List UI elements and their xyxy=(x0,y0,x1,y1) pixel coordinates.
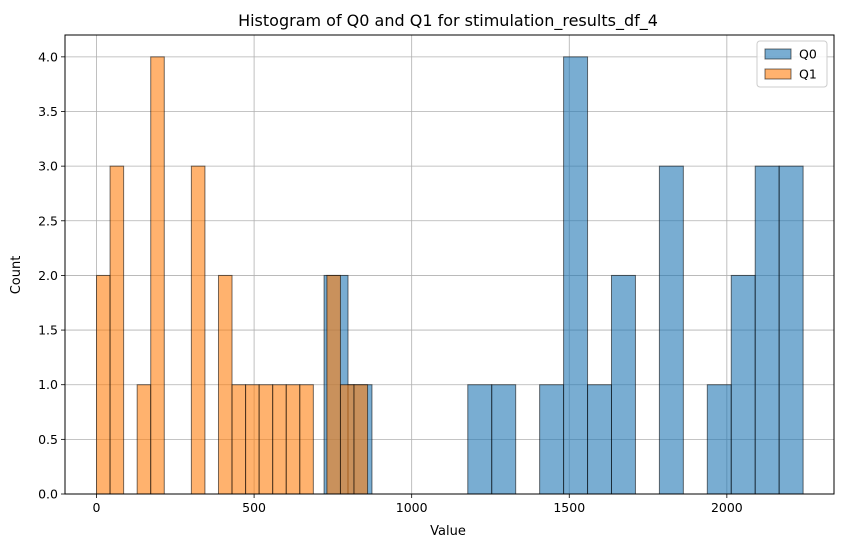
x-tick-label: 1500 xyxy=(553,500,585,515)
histogram-bar-q0 xyxy=(706,384,732,495)
histogram-bar-q1 xyxy=(190,165,206,495)
y-tick-label: 3.0 xyxy=(38,159,58,174)
x-tick-label: 2000 xyxy=(711,500,743,515)
histogram-bar-q1 xyxy=(96,274,111,495)
histogram-bar-q1 xyxy=(285,384,301,495)
histogram-bar-q0 xyxy=(730,274,756,495)
histogram-bar-q1 xyxy=(258,384,274,495)
y-tick-label: 0.0 xyxy=(38,487,58,502)
y-tick-label: 3.5 xyxy=(38,104,58,119)
x-tick-label: 0 xyxy=(93,500,101,515)
histogram-bar-q1 xyxy=(231,384,247,495)
histogram-bar-q0 xyxy=(587,384,612,495)
histogram-bar-q1 xyxy=(245,384,260,495)
histogram-bar-q0 xyxy=(658,165,684,495)
histogram-bar-q1 xyxy=(299,384,314,495)
histogram-bar-q0 xyxy=(778,165,804,495)
y-tick-label: 2.0 xyxy=(38,268,58,283)
histogram-bar-q0 xyxy=(539,384,565,495)
y-axis-label: Count xyxy=(9,256,24,295)
legend-swatch-q1 xyxy=(764,68,792,80)
histogram-bar-q0 xyxy=(610,274,636,495)
y-tick-label: 2.5 xyxy=(38,213,58,228)
histogram-bar-q0 xyxy=(563,56,589,495)
legend-label-q0: Q0 xyxy=(799,47,817,62)
legend-label-q1: Q1 xyxy=(799,67,817,82)
histogram-bar-q1 xyxy=(339,384,355,495)
legend-swatch-q0 xyxy=(764,48,792,60)
histogram-bar-q0 xyxy=(467,384,493,495)
histogram-bar-q0 xyxy=(491,384,517,495)
histogram-bar-q1 xyxy=(109,165,125,495)
x-axis-ticks: 0 500 1000 1500 2000 xyxy=(93,494,743,515)
series-q1 xyxy=(96,56,369,495)
x-axis-label: Value xyxy=(430,524,466,539)
histogram-bar-q1 xyxy=(150,56,165,495)
y-tick-label: 1.5 xyxy=(38,323,58,338)
y-tick-label: 0.5 xyxy=(38,432,58,447)
x-tick-label: 500 xyxy=(242,500,266,515)
histogram-bar-q1 xyxy=(217,274,233,495)
y-tick-label: 4.0 xyxy=(38,49,58,64)
plot-area-frame xyxy=(64,34,835,495)
x-tick-label: 1000 xyxy=(396,500,428,515)
bars xyxy=(96,56,804,495)
histogram-bar-q1 xyxy=(326,274,341,495)
histogram-bar-q1 xyxy=(272,384,287,495)
histogram-bar-q1 xyxy=(136,384,152,495)
histogram-bar-q0 xyxy=(754,165,780,495)
chart-title: Histogram of Q0 and Q1 for stimulation_r… xyxy=(238,11,658,31)
histogram-bar-q1 xyxy=(353,384,369,495)
y-axis-ticks: 0.0 0.5 1.0 1.5 2.0 2.5 3.0 3.5 4.0 xyxy=(38,49,65,502)
y-tick-label: 1.0 xyxy=(38,377,58,392)
